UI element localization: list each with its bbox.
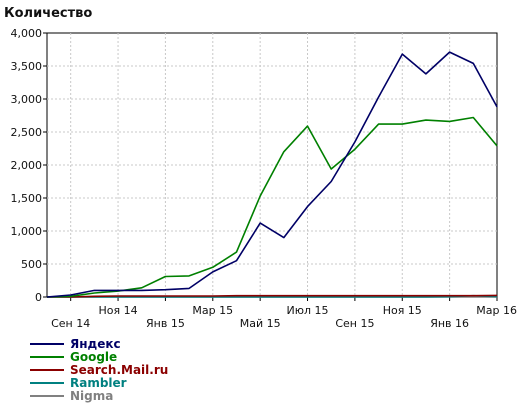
series-line-2 (47, 294, 498, 298)
legend-label: Яндекс (70, 336, 121, 351)
y-tick-label: 3,000 (11, 93, 43, 106)
x-tick-label: Сен 15 (335, 317, 374, 330)
y-tick-label: 0 (35, 291, 42, 304)
legend: Яндекс Google Search.Mail.ru Rambler Nigma (30, 336, 169, 403)
x-tick-label: Май 15 (240, 317, 281, 330)
x-tick-label: Ноя 14 (98, 304, 137, 317)
legend-label: Search.Mail.ru (70, 362, 169, 377)
chart-title: Количество (4, 6, 93, 21)
series-line-0 (46, 51, 498, 298)
legend-item: Nigma (30, 388, 168, 403)
y-tick-label: 3,500 (11, 60, 43, 73)
x-tick-label: Сен 14 (51, 317, 90, 330)
y-tick-label: 1,500 (11, 192, 43, 205)
y-tick-label: 2,500 (11, 126, 43, 139)
y-tick-label: 2,000 (11, 159, 43, 172)
legend-swatch (30, 394, 64, 397)
y-tick-label: 500 (21, 258, 42, 271)
legend-label: Nigma (70, 388, 114, 403)
legend-swatch (30, 342, 64, 345)
legend-item: Search.Mail.ru (30, 362, 169, 377)
legend-item: Rambler (30, 375, 168, 390)
x-tick-label: Ноя 15 (383, 304, 422, 317)
legend-swatch (30, 355, 64, 358)
legend-swatch (30, 381, 64, 384)
legend-label: Google (70, 349, 118, 364)
y-tick-label: 1,000 (11, 225, 43, 238)
legend-item: Google (30, 349, 168, 364)
x-tick-label: Мар 15 (192, 304, 233, 317)
x-tick-label: Янв 16 (430, 317, 469, 330)
series-line-3 (47, 294, 498, 298)
x-tick-label: Мар 16 (476, 304, 517, 317)
legend-item: Яндекс (30, 336, 168, 351)
y-tick-label: 4,000 (11, 27, 43, 40)
legend-label: Rambler (70, 375, 127, 390)
legend-swatch (30, 368, 64, 371)
x-tick-label: Июл 15 (287, 304, 329, 317)
x-tick-label: Янв 15 (146, 317, 185, 330)
